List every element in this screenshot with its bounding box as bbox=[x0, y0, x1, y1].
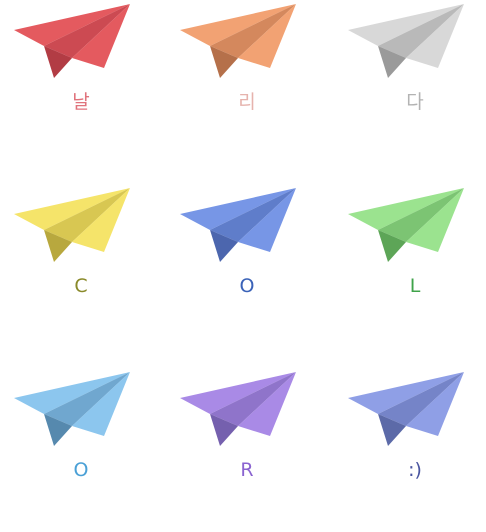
tile-8: R bbox=[166, 370, 328, 532]
tile-label: O bbox=[239, 275, 255, 297]
paper-plane-icon bbox=[348, 4, 464, 78]
paper-plane-grid: 날 리 다 C bbox=[0, 2, 486, 481]
tile-9: :) bbox=[334, 370, 486, 532]
tile-label: 다 bbox=[406, 91, 424, 113]
paper-plane-icon bbox=[180, 372, 296, 446]
tile-label: 리 bbox=[238, 91, 256, 113]
tile-1: 날 bbox=[0, 2, 162, 164]
paper-plane-icon bbox=[180, 188, 296, 262]
tile-7: O bbox=[0, 370, 162, 532]
paper-plane-icon bbox=[14, 188, 130, 262]
tile-4: C bbox=[0, 186, 162, 348]
tile-label: O bbox=[73, 459, 89, 481]
tile-5: O bbox=[166, 186, 328, 348]
tile-6: L bbox=[334, 186, 486, 348]
tile-label: :) bbox=[408, 459, 422, 481]
tile-label: L bbox=[409, 275, 421, 297]
tile-3: 다 bbox=[334, 2, 486, 164]
tile-2: 리 bbox=[166, 2, 328, 164]
paper-plane-icon bbox=[14, 4, 130, 78]
paper-plane-icon bbox=[348, 188, 464, 262]
tile-label: R bbox=[240, 459, 254, 481]
paper-plane-icon bbox=[348, 372, 464, 446]
paper-plane-icon bbox=[14, 372, 130, 446]
tile-label: C bbox=[74, 275, 88, 297]
tile-label: 날 bbox=[72, 91, 90, 113]
paper-plane-icon bbox=[180, 4, 296, 78]
